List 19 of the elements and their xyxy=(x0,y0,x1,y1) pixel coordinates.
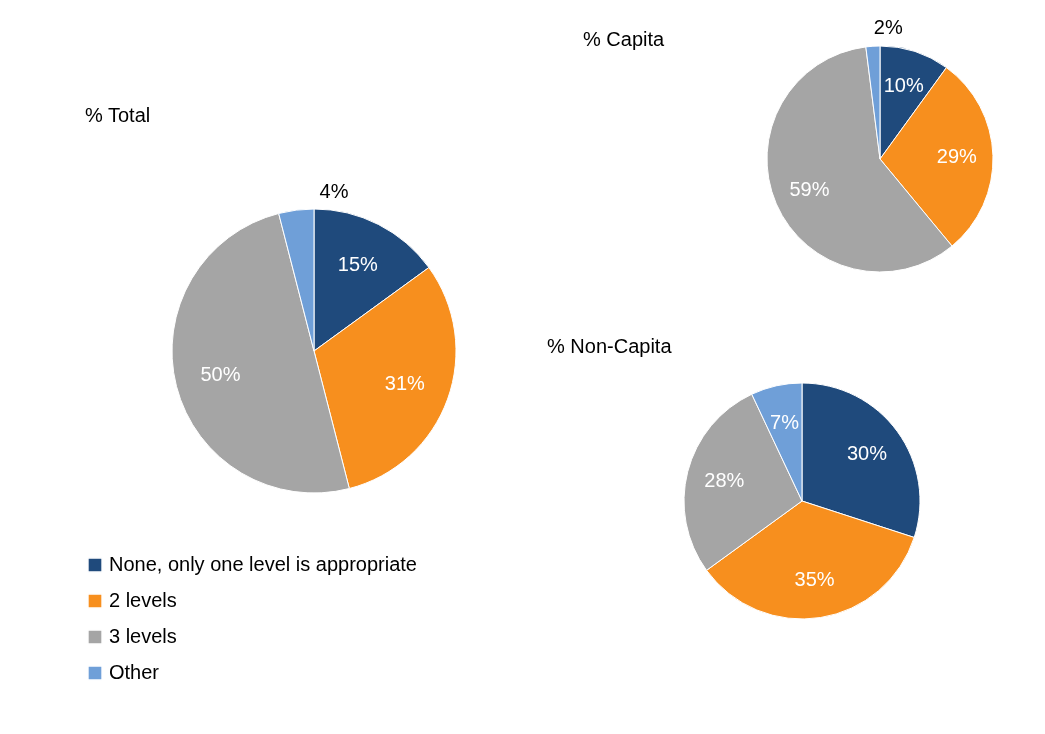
data-label: 4% xyxy=(319,180,349,203)
chart-title: % Total xyxy=(85,104,151,127)
data-label: 35% xyxy=(794,568,835,591)
legend-label: 2 levels xyxy=(109,589,177,611)
legend-label: Other xyxy=(109,661,160,683)
legend-label: None, only one level is appropriate xyxy=(109,553,417,575)
data-label: 2% xyxy=(873,16,903,39)
chart-title: % Capita xyxy=(583,28,666,51)
data-label: 31% xyxy=(384,371,426,394)
data-label: 50% xyxy=(200,363,241,386)
data-label: 15% xyxy=(337,252,379,275)
legend-label: 3 levels xyxy=(109,625,177,647)
data-label: 59% xyxy=(789,177,830,200)
data-label: 29% xyxy=(936,144,978,167)
data-label: 10% xyxy=(883,73,924,96)
data-label: 30% xyxy=(846,441,888,464)
data-label: 7% xyxy=(770,410,800,433)
chart-title: % Non-Capita xyxy=(547,335,673,357)
data-label: 28% xyxy=(704,469,745,492)
